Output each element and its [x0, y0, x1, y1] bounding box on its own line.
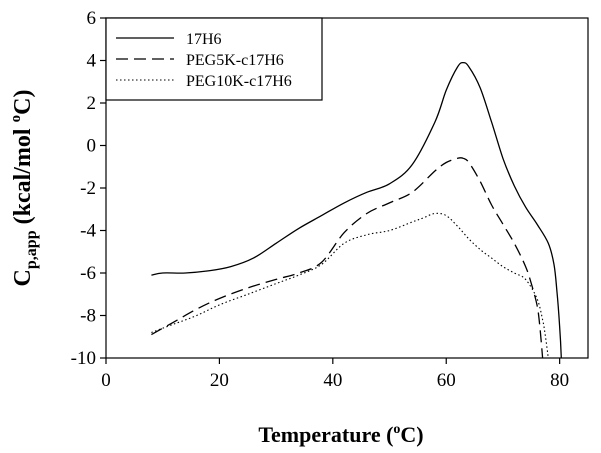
x-tick-label: 20 — [210, 370, 229, 391]
x-axis-title-main: Temperature ( — [258, 422, 393, 447]
y-axis-title-mid: (kcal/mol — [10, 122, 36, 230]
legend-label-1: 17H6 — [186, 31, 222, 48]
legend: 17H6 PEG5K-c17H6 PEG10K-c17H6 — [105, 17, 323, 101]
y-axis-title-sub: p,app — [23, 230, 40, 269]
x-axis-title: Temperature (oC) — [258, 422, 423, 447]
y-tick-label: -10 — [71, 348, 96, 369]
y-tick-label: 4 — [87, 51, 97, 72]
y-tick-label: 2 — [87, 93, 97, 114]
y-tick-label: -8 — [80, 306, 96, 327]
x-axis-title-sup: o — [393, 422, 400, 437]
y-axis-title: Cp,app (kcal/mol oC) — [8, 90, 40, 287]
y-tick-label: -4 — [80, 221, 96, 242]
legend-label-3: PEG10K-c17H6 — [186, 73, 292, 90]
y-axis-title-main: C — [10, 269, 36, 286]
plot-series — [151, 61, 562, 359]
y-axis-title-sup: o — [8, 115, 24, 123]
y-tick-label: 6 — [87, 8, 97, 29]
y-tick-label: -6 — [80, 263, 96, 284]
series-line-3 — [151, 212, 549, 359]
ticks: 0 20 40 60 80 -10 -8 -6 -4 -2 0 2 4 6 — [71, 8, 569, 391]
x-tick-label: 60 — [437, 370, 456, 391]
series-line-1 — [151, 61, 562, 359]
y-tick-label: 0 — [87, 136, 97, 157]
x-tick-label: 0 — [101, 370, 111, 391]
y-axis-title-tail: C) — [10, 90, 36, 115]
x-tick-label: 40 — [323, 370, 342, 391]
y-tick-label: -2 — [80, 178, 96, 199]
x-tick-label: 80 — [550, 370, 569, 391]
x-axis-title-tail: C) — [400, 422, 423, 447]
series-line-2 — [151, 157, 544, 359]
legend-label-2: PEG5K-c17H6 — [186, 52, 284, 69]
